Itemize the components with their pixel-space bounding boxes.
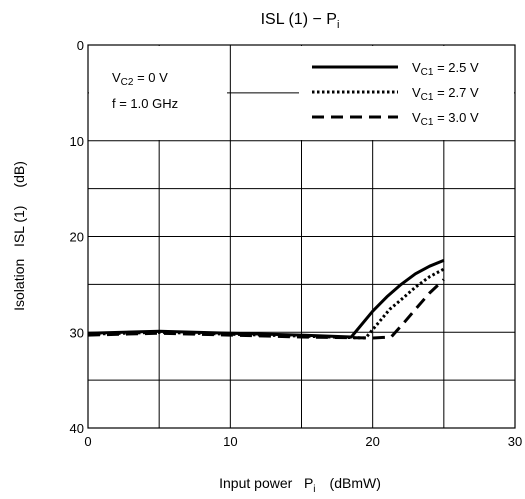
condition-vc2: VC2 = 0 V: [112, 70, 168, 88]
legend-label-post: = 2.5 V: [433, 60, 478, 75]
y-tick-label: 0: [77, 38, 84, 53]
y-axis-ticks: 0 10 20 30 40: [70, 38, 84, 436]
legend-label-pre: V: [412, 110, 421, 125]
legend-label-post: = 3.0 V: [433, 110, 478, 125]
y-axis-label: Isolation ISL (1) (dB): [11, 161, 27, 311]
x-tick-label: 20: [365, 434, 379, 449]
series-line-dashed: [87, 278, 445, 340]
x-axis-label-unit: (dBmW): [330, 475, 381, 491]
series-line-solid: [87, 259, 445, 339]
y-tick-label: 30: [70, 325, 84, 340]
legend-label: VC1 = 2.7 V: [412, 85, 479, 103]
condition-vc2-pre: V: [112, 70, 121, 85]
legend-label: VC1 = 3.0 V: [412, 110, 479, 128]
x-axis-label-main: Input power P: [219, 475, 313, 491]
legend-label-post: = 2.7 V: [433, 85, 478, 100]
legend-label-sub: C1: [421, 92, 434, 103]
y-axis-label-main: Isolation ISL (1): [11, 206, 27, 311]
y-tick-label: 10: [70, 134, 84, 149]
legend-label: VC1 = 2.5 V: [412, 60, 479, 78]
y-axis-label-unit: (dB): [11, 161, 27, 187]
x-axis-label-sub: i: [313, 484, 315, 495]
chart-title: ISL (1) − Pi: [261, 11, 340, 31]
legend-label-pre: V: [412, 85, 421, 100]
legend-label-sub: C1: [421, 67, 434, 78]
chart-title-main: ISL (1) − P: [261, 11, 337, 28]
x-tick-label: 0: [84, 434, 91, 449]
legend-label-pre: V: [412, 60, 421, 75]
conditions-box-bg: [89, 46, 227, 140]
series-lines: [87, 259, 445, 340]
condition-vc2-sub: C2: [121, 77, 134, 88]
legend-label-sub: C1: [421, 117, 434, 128]
condition-frequency: f = 1.0 GHz: [112, 96, 178, 111]
legend-box: [299, 46, 514, 140]
x-axis-ticks: 0 10 20 30: [84, 434, 522, 449]
condition-vc2-post: = 0 V: [133, 70, 168, 85]
y-tick-label: 40: [70, 421, 84, 436]
y-tick-label: 20: [70, 230, 84, 245]
x-axis-label: Input power Pi (dBmW): [219, 475, 381, 495]
x-tick-label: 30: [508, 434, 522, 449]
series-line-dotted: [87, 267, 445, 340]
plot-area-border: [87, 44, 516, 429]
chart-title-sub: i: [337, 19, 339, 31]
x-tick-label: 10: [223, 434, 237, 449]
